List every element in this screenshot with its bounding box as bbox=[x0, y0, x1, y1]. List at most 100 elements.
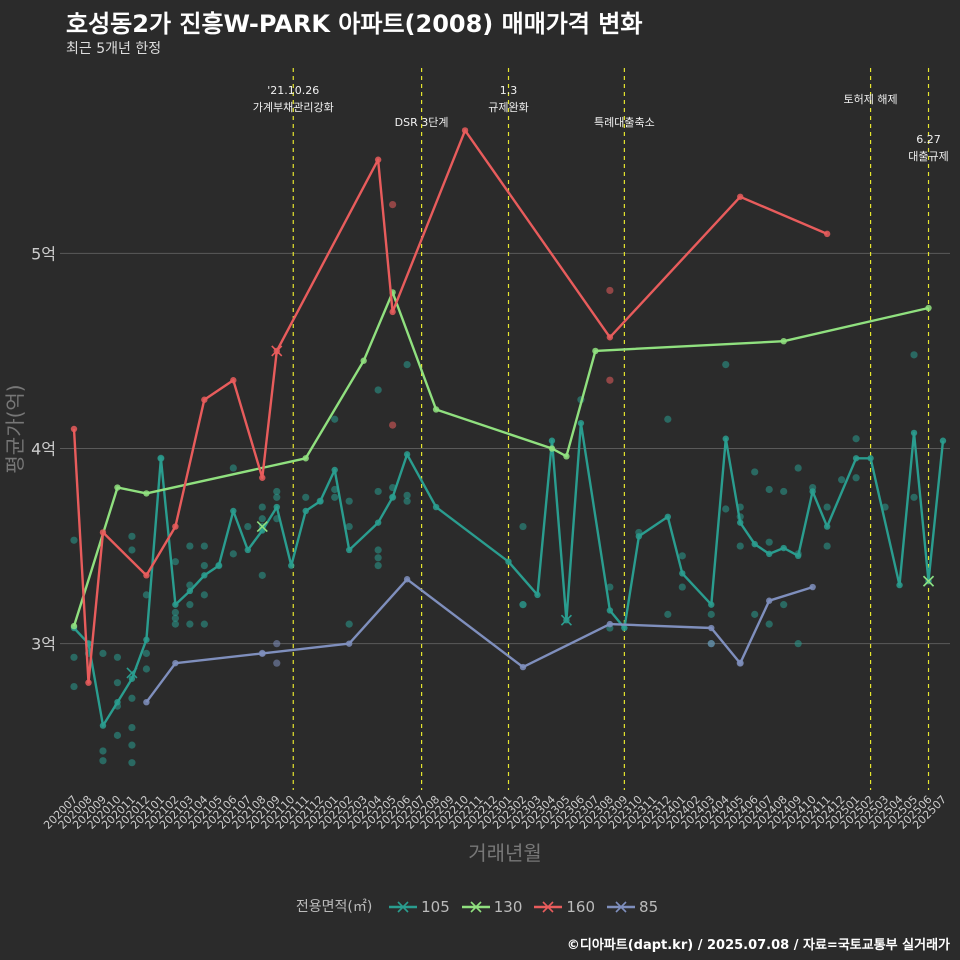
source-caption: ©디아파트(dapt.kr) / 2025.07.08 / 자료=국토교통부 실… bbox=[566, 938, 950, 953]
scatter-point-105 bbox=[229, 550, 237, 558]
series-point-105 bbox=[722, 435, 729, 442]
series-point-105 bbox=[809, 488, 816, 495]
scatter-point-105 bbox=[345, 620, 353, 628]
scatter-point-105 bbox=[229, 464, 237, 472]
series-point-105 bbox=[331, 466, 338, 474]
event-annotation: DSR 3단계 bbox=[395, 116, 449, 129]
chart-subtitle: 최근 5개년 한정 bbox=[66, 41, 162, 57]
scatter-point-105 bbox=[331, 493, 339, 501]
series-point-160 bbox=[143, 572, 150, 579]
cross-marker-160 bbox=[271, 345, 283, 357]
series-point-85 bbox=[519, 663, 527, 671]
scatter-point-105 bbox=[128, 759, 136, 767]
series-point-105 bbox=[766, 550, 773, 558]
series-point-105 bbox=[345, 546, 353, 554]
series-point-160 bbox=[389, 308, 396, 316]
cross-marker-130 bbox=[256, 521, 268, 533]
series-line-160 bbox=[72, 129, 828, 684]
scatter-point-105 bbox=[722, 505, 730, 513]
series-point-105 bbox=[172, 601, 179, 608]
series-point-160 bbox=[606, 334, 614, 341]
scatter-point-105 bbox=[722, 361, 730, 369]
scatter-point-105 bbox=[142, 649, 151, 658]
scatter-point-105 bbox=[852, 435, 860, 443]
series-point-105 bbox=[288, 562, 295, 569]
series-point-130 bbox=[360, 357, 367, 364]
cross-marker-130 bbox=[922, 575, 935, 587]
scatter-point-105 bbox=[258, 515, 266, 523]
y-tick-label: 3억 bbox=[31, 635, 56, 654]
scatter-point-105 bbox=[751, 468, 759, 476]
legend-item-105: 105 bbox=[389, 898, 450, 916]
event-annotation: 토허제 해제 bbox=[844, 92, 898, 106]
series-point-130 bbox=[70, 622, 78, 630]
series-point-105 bbox=[548, 437, 556, 444]
scatter-point-105 bbox=[128, 741, 136, 749]
series-point-160 bbox=[737, 193, 744, 200]
legend-key-icon bbox=[607, 901, 636, 913]
scatter-point-105 bbox=[374, 386, 382, 394]
series-point-105 bbox=[128, 675, 136, 682]
series-point-130 bbox=[143, 490, 150, 497]
y-axis-label: 평균가(억) bbox=[3, 384, 27, 473]
scatter-point-105 bbox=[99, 747, 107, 755]
scatter-point-105 bbox=[403, 497, 411, 505]
series-point-130 bbox=[780, 337, 787, 345]
legend-title: 전용면적(㎡) bbox=[295, 899, 373, 915]
scatter-point-105 bbox=[606, 583, 614, 591]
series-point-160 bbox=[99, 529, 107, 536]
event-annotation: 6.27 bbox=[916, 133, 941, 146]
scatter-point-105 bbox=[736, 542, 744, 550]
series-point-105 bbox=[823, 523, 831, 530]
scatter-point-105 bbox=[794, 640, 802, 648]
scatter-point-105 bbox=[852, 474, 860, 482]
series-point-85 bbox=[345, 640, 353, 647]
event-annotation: 대출규제 bbox=[908, 150, 948, 163]
scatter-point-105 bbox=[128, 532, 136, 540]
series-point-105 bbox=[99, 722, 107, 729]
legend: 전용면적(㎡) 105 130 160 85 bbox=[0, 896, 960, 916]
cross-marker-105 bbox=[560, 614, 572, 626]
series-point-105 bbox=[794, 552, 802, 560]
series-point-160 bbox=[823, 230, 831, 238]
y-tick-label: 5억 bbox=[31, 244, 56, 263]
series-point-105 bbox=[215, 562, 223, 569]
scatter-point-105 bbox=[519, 522, 527, 531]
series-point-85 bbox=[708, 624, 715, 632]
scatter-point-160 bbox=[606, 376, 614, 384]
chart-title: 호성동2가 진흥W-PARK 아파트(2008) 매매가격 변화 bbox=[66, 10, 643, 38]
series-point-160 bbox=[70, 425, 78, 433]
scatter-point-105 bbox=[345, 522, 353, 531]
legend-item-85: 85 bbox=[607, 898, 658, 916]
scatter-point-105 bbox=[751, 610, 759, 618]
series-point-160 bbox=[172, 523, 179, 530]
series-point-105 bbox=[852, 455, 860, 462]
scatter-point-105 bbox=[823, 542, 831, 550]
series-point-105 bbox=[737, 519, 744, 526]
series-point-105 bbox=[317, 498, 324, 505]
y-tick-label: 4억 bbox=[31, 440, 56, 459]
scatter-point-105 bbox=[910, 351, 918, 359]
legend-item-130: 130 bbox=[461, 898, 522, 916]
scatter-point-105 bbox=[142, 591, 151, 599]
series-point-130 bbox=[925, 304, 932, 312]
series-point-160 bbox=[85, 679, 92, 686]
scatter-point-105 bbox=[678, 552, 686, 560]
scatter-point-105 bbox=[128, 546, 136, 554]
series-point-105 bbox=[201, 572, 208, 579]
event-annotation: 1.3 bbox=[500, 84, 518, 97]
scatter-point-105 bbox=[707, 610, 715, 618]
scatter-point-105 bbox=[780, 601, 788, 609]
scatter-point-105 bbox=[302, 493, 310, 501]
event-annotation: '21.10.26 bbox=[267, 84, 319, 97]
scatter-point-105 bbox=[171, 620, 179, 628]
series-point-85 bbox=[172, 659, 179, 667]
scatter-point-105 bbox=[765, 538, 773, 546]
scatter-point-105 bbox=[345, 497, 353, 505]
scatter-point-105 bbox=[128, 694, 136, 702]
series-point-105 bbox=[114, 698, 121, 706]
series-point-130 bbox=[432, 406, 440, 413]
scatter-point-105 bbox=[331, 415, 339, 423]
scatter-point-105 bbox=[765, 620, 773, 628]
